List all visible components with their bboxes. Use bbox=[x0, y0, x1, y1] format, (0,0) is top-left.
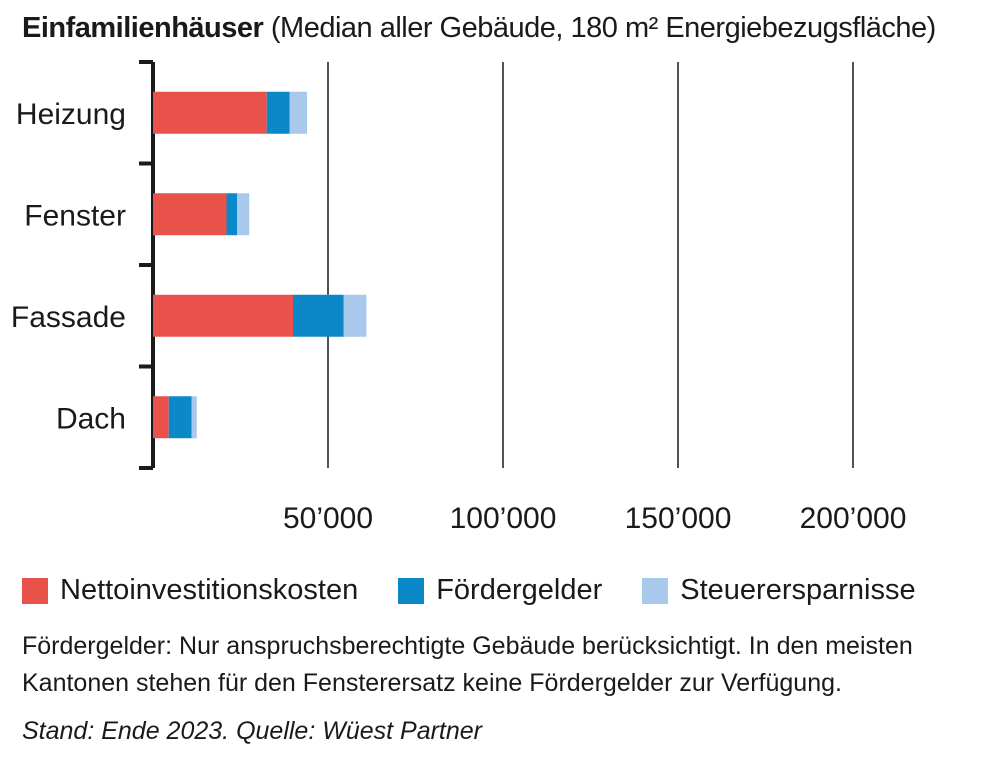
legend-label: Fördergelder bbox=[436, 574, 603, 606]
bar-segment bbox=[226, 193, 237, 236]
y-tick-label: Fassade bbox=[11, 301, 126, 334]
source-line: Stand: Ende 2023. Quelle: Wüest Partner bbox=[22, 717, 482, 745]
bar-segment bbox=[153, 91, 267, 134]
chart-legend: Nettoinvestitionskosten Fördergelder Ste… bbox=[22, 574, 956, 607]
bar-chart: 50’000 100’000 150’000 200’000 Heizung Fenste… bbox=[11, 60, 907, 535]
legend-item-nettoinvestitionskosten: Nettoinvestitionskosten bbox=[22, 574, 358, 607]
x-tick-label: 200’000 bbox=[800, 502, 907, 535]
bar-segment bbox=[343, 294, 367, 337]
bar-segment bbox=[153, 193, 227, 236]
chart-title-subtitle: (Median aller Gebäude, 180 m² Energiebez… bbox=[270, 12, 936, 44]
chart-title-bold: Einfamilienhäuser bbox=[22, 12, 264, 44]
legend-item-steuerersparnisse: Steuerersparnisse bbox=[642, 574, 916, 607]
legend-swatch bbox=[22, 577, 48, 604]
legend-label: Nettoinvestitionskosten bbox=[60, 574, 359, 606]
bar-segment bbox=[168, 396, 192, 439]
footnote: Fördergelder: Nur anspruchsberechtigte G… bbox=[22, 632, 913, 697]
legend-swatch bbox=[642, 577, 669, 604]
bar-segment bbox=[153, 396, 169, 439]
legend-label: Steuerersparnisse bbox=[680, 574, 916, 606]
x-tick-label: 50’000 bbox=[283, 502, 373, 535]
legend-item-foerdergelder: Fördergelder bbox=[398, 574, 602, 607]
y-tick-label: Dach bbox=[56, 402, 126, 435]
y-tick-label: Fenster bbox=[24, 199, 126, 232]
bar-segment bbox=[237, 193, 250, 236]
x-tick-label: 100’000 bbox=[450, 502, 557, 535]
bar-segment bbox=[289, 91, 307, 134]
y-tick-label: Heizung bbox=[16, 98, 126, 131]
legend-swatch bbox=[398, 577, 425, 604]
bar-segment bbox=[293, 294, 344, 337]
x-tick-label: 150’000 bbox=[625, 502, 732, 535]
bar-segment bbox=[153, 294, 293, 337]
bar-segment bbox=[191, 396, 197, 439]
chart-title: Einfamilienhäuser (Median aller Gebäude,… bbox=[22, 12, 936, 45]
bar-segment bbox=[266, 91, 290, 134]
